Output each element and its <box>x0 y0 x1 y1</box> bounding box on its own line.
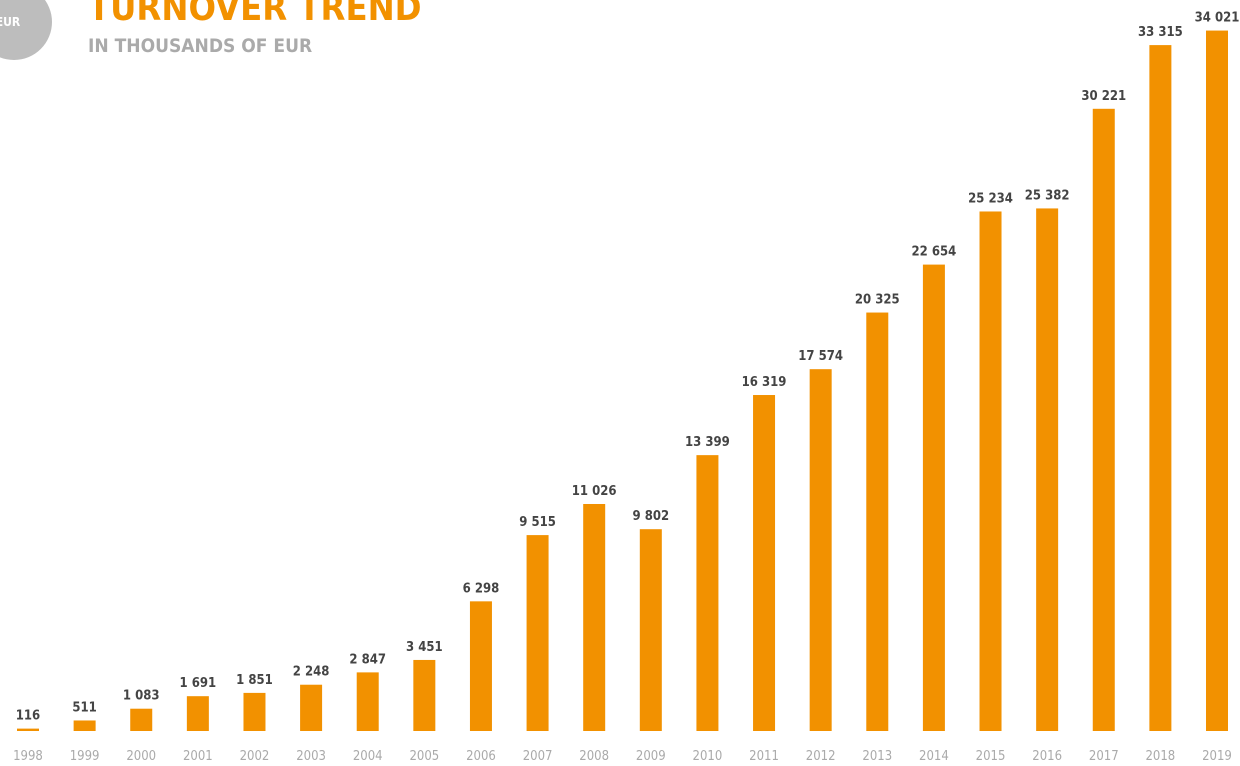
x-tick-label: 2011 <box>749 749 779 764</box>
value-label: 9 515 <box>519 515 556 530</box>
value-label: 116 <box>16 709 40 724</box>
bar <box>300 684 323 731</box>
value-label: 33 315 <box>1138 25 1183 40</box>
value-label: 3 451 <box>406 640 443 655</box>
value-label: 2 847 <box>349 652 386 667</box>
x-tick-label: 1998 <box>13 749 43 764</box>
x-tick-label: 2017 <box>1089 749 1119 764</box>
x-tick-label: 2019 <box>1202 749 1232 764</box>
value-label: 1 691 <box>180 676 217 691</box>
x-tick-label: 2010 <box>693 749 723 764</box>
x-tick-label: 2005 <box>409 749 439 764</box>
value-label: 25 382 <box>1025 188 1070 203</box>
bar <box>243 692 266 731</box>
bar <box>583 503 606 731</box>
value-label: 13 399 <box>685 435 730 450</box>
bar <box>1036 208 1059 731</box>
bar <box>186 696 209 731</box>
value-label: 30 221 <box>1081 89 1126 104</box>
x-tick-label: 2015 <box>976 749 1006 764</box>
value-label: 511 <box>72 700 96 715</box>
bar <box>1092 108 1115 732</box>
x-tick-label: 2013 <box>862 749 892 764</box>
bar <box>979 211 1002 732</box>
x-tick-label: 2000 <box>126 749 156 764</box>
bar <box>753 395 776 731</box>
bar <box>639 529 662 731</box>
x-tick-label: 2008 <box>579 749 609 764</box>
bar <box>73 720 96 731</box>
x-tick-label: 2014 <box>919 749 949 764</box>
logo-circle <box>0 0 52 60</box>
bar <box>413 659 436 731</box>
bar <box>17 728 39 731</box>
value-label: 6 298 <box>463 581 500 596</box>
value-label: 25 234 <box>968 191 1013 206</box>
x-tick-label: 1999 <box>70 749 100 764</box>
x-tick-label: 2018 <box>1145 749 1175 764</box>
value-label: 1 083 <box>123 689 160 704</box>
x-tick-label: 2002 <box>240 749 270 764</box>
x-tick-label: 2006 <box>466 749 496 764</box>
x-tick-label: 2004 <box>353 749 383 764</box>
value-label: 34 021 <box>1195 11 1240 26</box>
x-tick-label: 2009 <box>636 749 666 764</box>
logo-label: EUR <box>0 15 21 29</box>
bar <box>526 535 549 731</box>
bar <box>469 601 492 731</box>
value-label: 9 802 <box>632 509 669 524</box>
value-label: 1 851 <box>236 673 273 688</box>
chart-subtitle: IN THOUSANDS OF EUR <box>88 35 312 57</box>
bar <box>356 672 379 731</box>
bar <box>809 369 832 731</box>
x-tick-label: 2003 <box>296 749 326 764</box>
bar <box>1206 30 1228 732</box>
x-tick-label: 2012 <box>806 749 836 764</box>
x-tick-label: 2001 <box>183 749 213 764</box>
value-label: 20 325 <box>855 293 900 308</box>
value-label: 22 654 <box>912 245 957 260</box>
bar <box>866 312 889 731</box>
value-label: 11 026 <box>572 484 617 499</box>
chart-title: TURNOVER TREND <box>88 0 422 29</box>
bar <box>130 708 153 731</box>
x-tick-label: 2007 <box>523 749 553 764</box>
bar <box>696 455 719 731</box>
bar <box>1149 45 1172 731</box>
value-label: 2 248 <box>293 665 330 680</box>
value-label: 17 574 <box>798 349 843 364</box>
value-label: 16 319 <box>742 375 787 390</box>
bar <box>922 264 945 731</box>
x-tick-label: 2016 <box>1032 749 1062 764</box>
